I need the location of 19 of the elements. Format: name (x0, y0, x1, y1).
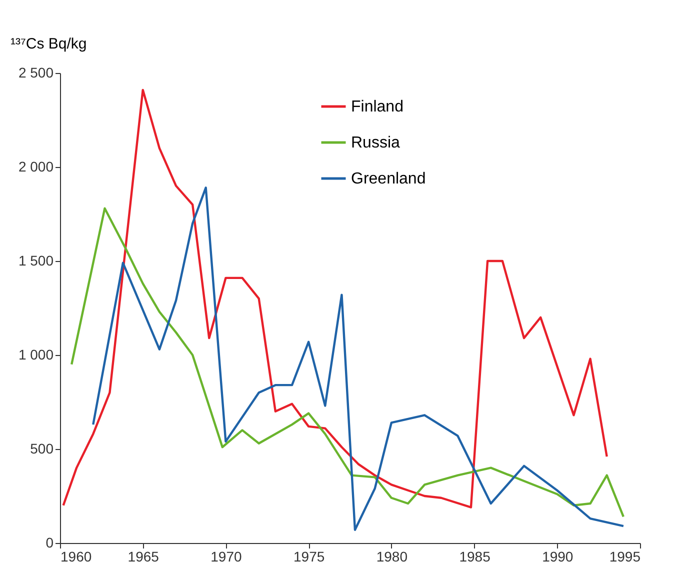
y-tick-label: 2 000 (18, 158, 54, 174)
y-tick-label: 1 000 (18, 346, 54, 362)
x-tick-label: 1975 (293, 548, 325, 564)
x-tick-label: 1990 (542, 548, 574, 564)
legend-label: Greenland (351, 170, 426, 188)
x-tick-label: 1965 (128, 548, 160, 564)
y-tick-label: 0 (46, 534, 54, 550)
x-tick-label: 1995 (609, 548, 641, 564)
y-tick-label: 500 (30, 440, 54, 456)
y-tick-label: 2 500 (18, 64, 54, 80)
legend-label: Russia (351, 134, 400, 152)
y-axis-title: ¹³⁷Cs Bq/kg (10, 36, 87, 52)
line-series (62, 88, 608, 508)
x-tick-label: 1980 (376, 548, 408, 564)
x-tick-label: 1960 (60, 548, 92, 564)
legend-label: Finland (351, 98, 404, 116)
y-tick-label: 1 500 (18, 252, 54, 268)
x-tick-label: 1970 (210, 548, 242, 564)
x-tick-label: 1985 (459, 548, 491, 564)
